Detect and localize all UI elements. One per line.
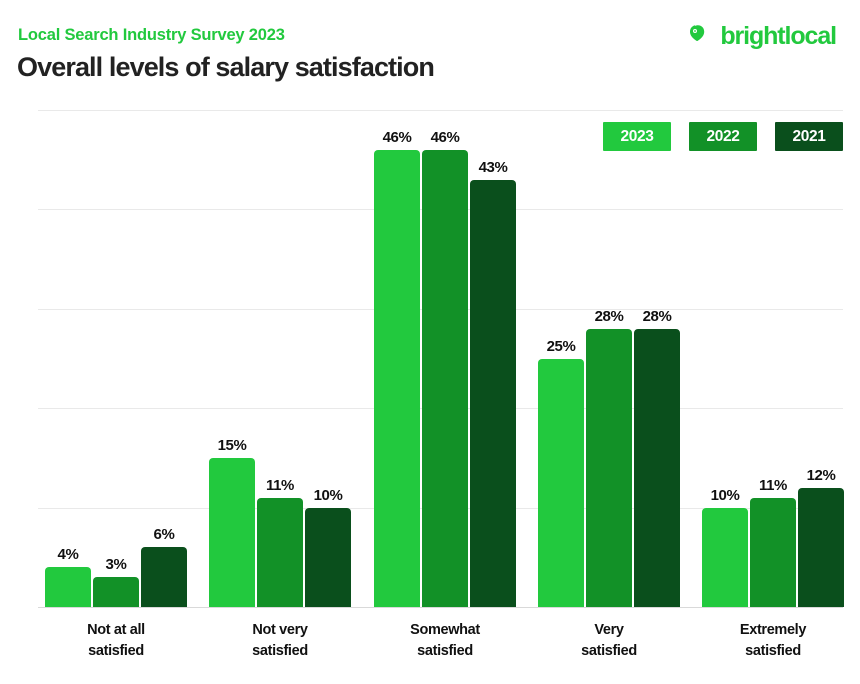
- bar[interactable]: [141, 547, 187, 607]
- x-axis-baseline: [38, 607, 843, 608]
- bar-item[interactable]: 11%: [750, 110, 796, 607]
- x-axis-category-label: Not at all satisfied: [87, 622, 145, 660]
- bar-item[interactable]: 12%: [798, 110, 844, 607]
- bar-value-label: 12%: [806, 466, 836, 484]
- chart-subtitle: Local Search Industry Survey 2023: [18, 26, 285, 44]
- brightlocal-wordmark: brightlocal: [720, 22, 837, 50]
- legend-item-label: 2022: [706, 127, 740, 145]
- bar-value-label: 10%: [710, 486, 740, 504]
- bar-value-label: 11%: [759, 476, 787, 494]
- x-axis-category-label: Somewhat satisfied: [410, 622, 480, 660]
- legend-item-label: 2023: [620, 127, 654, 145]
- bar-value-label: 28%: [594, 307, 624, 325]
- bar-item[interactable]: 6%: [141, 110, 187, 607]
- bar-item[interactable]: 3%: [93, 110, 139, 607]
- bar-value-label: 11%: [266, 476, 294, 494]
- bar[interactable]: [305, 507, 351, 607]
- bar-item[interactable]: 10%: [702, 110, 748, 607]
- legend-item-2022[interactable]: 2022: [689, 122, 757, 151]
- bar-value-label: 4%: [57, 546, 79, 564]
- bar-group: 4% 3% 6%: [42, 110, 190, 607]
- bar-group-bars: 25% 28% 28%: [535, 110, 683, 607]
- bar[interactable]: [634, 328, 680, 607]
- bar-value-label: 3%: [105, 556, 127, 574]
- bar-value-label: 15%: [217, 436, 247, 454]
- bar[interactable]: [257, 497, 303, 607]
- bar-value-label: 46%: [382, 128, 412, 146]
- bar-value-label: 6%: [153, 526, 175, 544]
- bar-value-label: 43%: [478, 158, 508, 176]
- bar-group-bars: 10% 11% 12%: [699, 110, 847, 607]
- bar[interactable]: [750, 497, 796, 607]
- bar-item[interactable]: 28%: [586, 110, 632, 607]
- brightlocal-logo: brightlocal: [689, 22, 837, 50]
- bar-value-label: 46%: [430, 128, 460, 146]
- legend-item-2023[interactable]: 2023: [603, 122, 671, 151]
- bar[interactable]: [538, 358, 584, 607]
- bar[interactable]: [422, 149, 468, 607]
- bar[interactable]: [702, 507, 748, 607]
- legend-item-label: 2021: [792, 127, 826, 145]
- bar[interactable]: [93, 577, 139, 607]
- bar[interactable]: [798, 487, 844, 607]
- brightlocal-pin-heart-icon: [689, 23, 715, 50]
- x-axis-category-label: Extremely satisfied: [739, 622, 807, 660]
- bar[interactable]: [586, 328, 632, 607]
- bar-value-label: 10%: [313, 486, 343, 504]
- x-axis-category-label: Very satisfied: [581, 622, 637, 660]
- gridline: [38, 110, 843, 111]
- chart-legend: 2023 2022 2021: [603, 122, 843, 151]
- bar-item[interactable]: 46%: [422, 110, 468, 607]
- bar-item[interactable]: 25%: [538, 110, 584, 607]
- chart-plot-area: 0%10%20%30%40%50% 4%3%6%15%11%10%46%46%4…: [38, 110, 844, 659]
- bar-group-bars: 46% 46% 43%: [371, 110, 519, 607]
- bar-group: 25% 28% 28%: [535, 110, 683, 607]
- chart-header: Local Search Industry Survey 2023 Overal…: [0, 0, 860, 96]
- bar-group-bars: 15% 11% 10%: [206, 110, 354, 607]
- bar-group-bars: 4% 3% 6%: [42, 110, 190, 607]
- bar-item[interactable]: 15%: [209, 110, 255, 607]
- bar-item[interactable]: 4%: [45, 110, 91, 607]
- x-axis-category-label: Not very satisfied: [252, 622, 308, 660]
- bar-item[interactable]: 28%: [634, 110, 680, 607]
- bar-group: 10% 11% 12%: [699, 110, 847, 607]
- bar-item[interactable]: 10%: [305, 110, 351, 607]
- chart-title: Overall levels of salary satisfaction: [17, 52, 435, 82]
- legend-item-2021[interactable]: 2021: [775, 122, 843, 151]
- bar[interactable]: [45, 567, 91, 607]
- bar[interactable]: [374, 149, 420, 607]
- bar[interactable]: [470, 179, 516, 607]
- bar-item[interactable]: 43%: [470, 110, 516, 607]
- bar-group: 46% 46% 43%: [371, 110, 519, 607]
- bar-value-label: 25%: [546, 337, 576, 355]
- bar[interactable]: [209, 457, 255, 607]
- bar-value-label: 28%: [642, 307, 672, 325]
- bar-item[interactable]: 46%: [374, 110, 420, 607]
- bar-group: 15% 11% 10%: [206, 110, 354, 607]
- bar-item[interactable]: 11%: [257, 110, 303, 607]
